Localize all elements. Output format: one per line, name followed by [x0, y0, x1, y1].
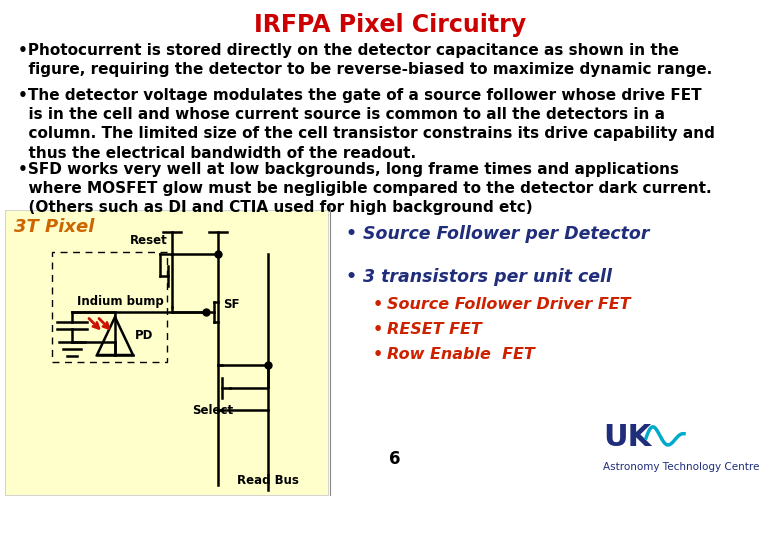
Text: Astronomy Technology Centre: Astronomy Technology Centre — [603, 462, 760, 472]
Text: Reset: Reset — [130, 234, 168, 247]
Text: 3T Pixel: 3T Pixel — [14, 218, 94, 236]
Text: IRFPA Pixel Circuitry: IRFPA Pixel Circuitry — [254, 13, 526, 37]
Text: Row Enable  FET: Row Enable FET — [387, 347, 535, 362]
Text: 6: 6 — [389, 450, 401, 468]
Text: Source Follower Driver FET: Source Follower Driver FET — [387, 297, 630, 312]
Text: •: • — [373, 297, 383, 312]
Text: Source Follower per Detector: Source Follower per Detector — [363, 225, 650, 243]
Text: •The detector voltage modulates the gate of a source follower whose drive FET
  : •The detector voltage modulates the gate… — [18, 88, 715, 160]
Text: PD: PD — [135, 329, 154, 342]
Text: UK: UK — [603, 423, 651, 453]
Text: Indium bump: Indium bump — [77, 295, 164, 308]
Text: 3 transistors per unit cell: 3 transistors per unit cell — [363, 268, 612, 286]
Text: •: • — [373, 322, 383, 337]
Text: SF: SF — [223, 298, 239, 311]
Text: •SFD works very well at low backgrounds, long frame times and applications
  whe: •SFD works very well at low backgrounds,… — [18, 162, 711, 215]
Text: •Photocurrent is stored directly on the detector capacitance as shown in the
  f: •Photocurrent is stored directly on the … — [18, 43, 712, 77]
Bar — [5, 210, 328, 495]
Text: Read Bus: Read Bus — [237, 474, 299, 487]
Text: Select: Select — [193, 404, 233, 417]
Text: •: • — [345, 268, 356, 286]
Text: •: • — [345, 225, 356, 243]
Text: •: • — [373, 347, 383, 362]
Text: RESET FET: RESET FET — [387, 322, 482, 337]
